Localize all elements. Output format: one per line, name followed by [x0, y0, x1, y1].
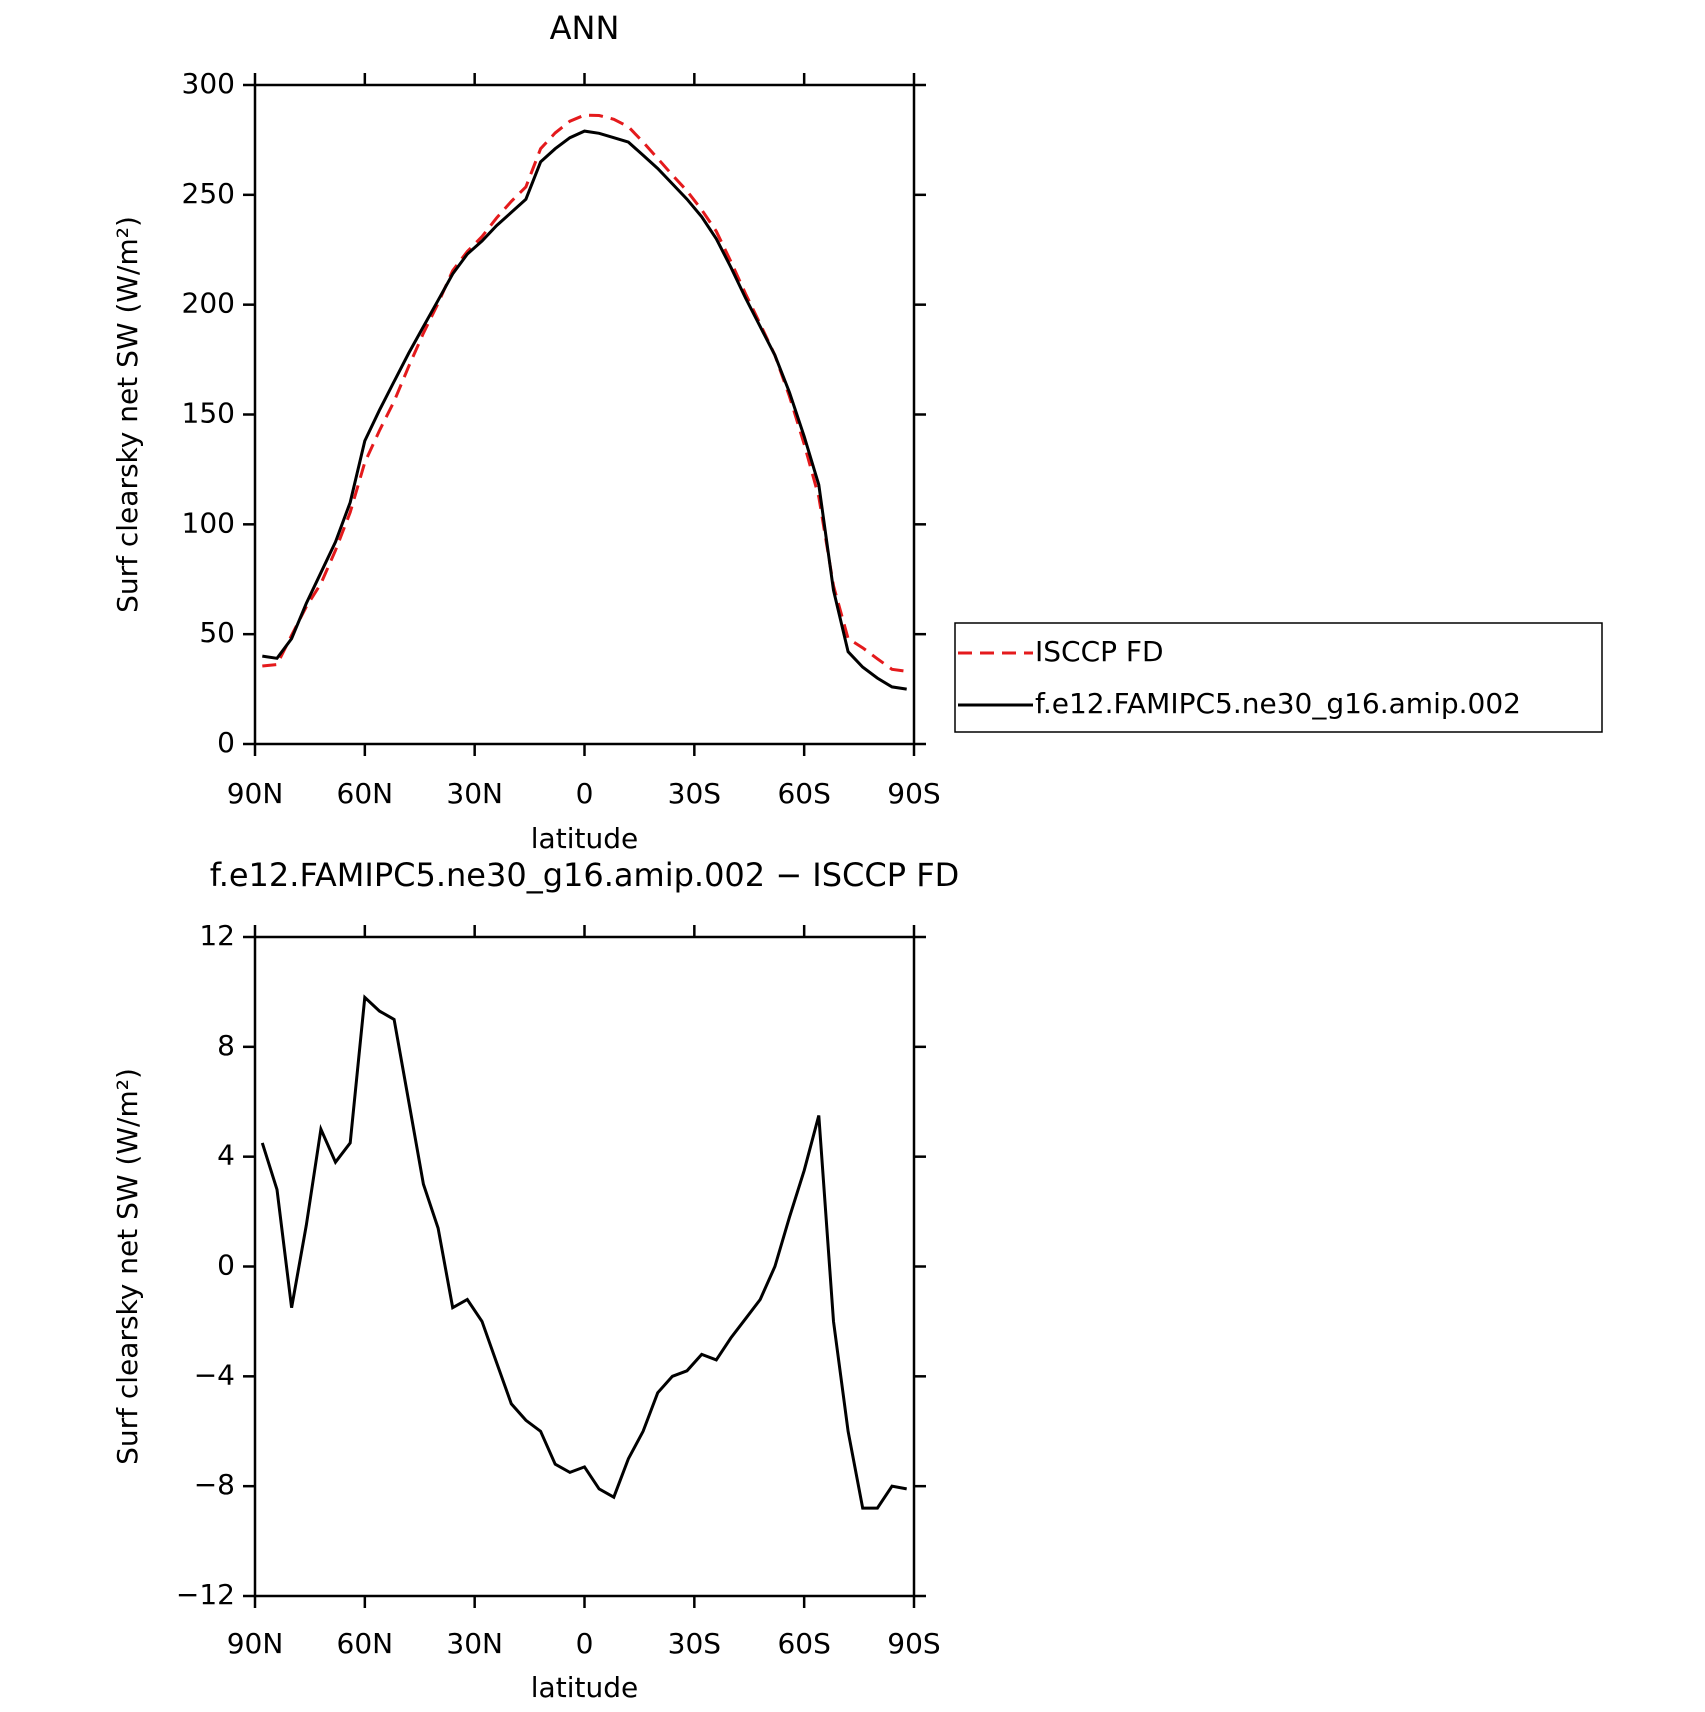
- x-tick-label: 30N: [446, 1627, 503, 1660]
- y-tick-label: 200: [182, 287, 235, 320]
- x-tick-label: 30S: [668, 777, 721, 810]
- y-tick-label: 250: [182, 177, 235, 210]
- chart-title: f.e12.FAMIPC5.ne30_g16.amip.002 − ISCCP …: [210, 856, 960, 894]
- y-axis-label: Surf clearsky net SW (W/m²): [111, 1068, 144, 1465]
- x-axis-label: latitude: [531, 1671, 638, 1704]
- data-line: [262, 129, 907, 691]
- x-tick-label: 90S: [887, 777, 940, 810]
- plot-frame: [253, 83, 916, 746]
- x-tick-label: 0: [576, 1627, 594, 1660]
- legend-box: [954, 622, 1603, 733]
- y-tick-label: 0: [217, 726, 235, 759]
- y-tick-label: −8: [194, 1468, 235, 1501]
- x-tick-label: 90N: [227, 1627, 284, 1660]
- x-tick-label: 30N: [446, 777, 503, 810]
- x-tick-label: 90S: [887, 1627, 940, 1660]
- chart-title: ANN: [550, 9, 620, 47]
- x-tick-label: 60S: [777, 1627, 830, 1660]
- legend-label: f.e12.FAMIPC5.ne30_g16.amip.002: [1035, 687, 1521, 720]
- y-tick-label: 100: [182, 506, 235, 539]
- x-tick-label: 60N: [337, 777, 394, 810]
- y-tick-label: 300: [182, 67, 235, 100]
- x-tick-label: 0: [576, 777, 594, 810]
- y-tick-label: −12: [176, 1578, 235, 1611]
- x-tick-label: 30S: [668, 1627, 721, 1660]
- x-tick-label: 60N: [337, 1627, 394, 1660]
- x-tick-label: 90N: [227, 777, 284, 810]
- y-tick-label: 4: [217, 1139, 235, 1172]
- y-tick-label: −4: [194, 1358, 235, 1391]
- x-axis-label: latitude: [531, 822, 638, 855]
- data-line: [260, 994, 907, 1510]
- y-tick-label: 150: [182, 397, 235, 430]
- y-tick-label: 12: [199, 919, 235, 952]
- plot-frame: [253, 935, 916, 1598]
- y-tick-label: 8: [217, 1029, 235, 1062]
- y-tick-label: 0: [217, 1249, 235, 1282]
- y-axis-label: Surf clearsky net SW (W/m²): [111, 216, 144, 613]
- data-line: [262, 113, 907, 673]
- legend-label: ISCCP FD: [1035, 635, 1164, 668]
- x-tick-label: 60S: [777, 777, 830, 810]
- y-tick-label: 50: [199, 616, 235, 649]
